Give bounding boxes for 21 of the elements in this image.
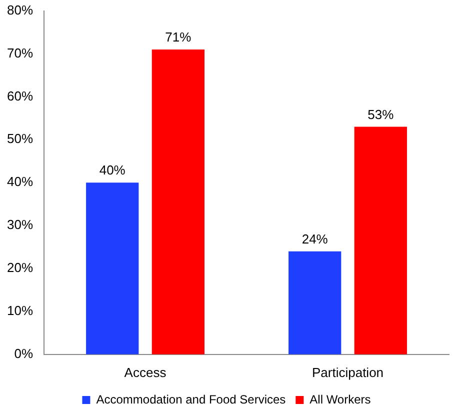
bar (288, 251, 342, 354)
legend-label: Accommodation and Food Services (96, 392, 286, 406)
y-tick-label: 60% (6, 88, 34, 104)
data-label: 53% (368, 106, 394, 122)
x-tick-label: Participation (312, 364, 384, 380)
bar (86, 182, 139, 354)
y-tick-label: 0% (14, 346, 34, 361)
data-label: 40% (99, 162, 126, 178)
bar (152, 49, 204, 354)
y-tick-label: 80% (6, 2, 34, 18)
y-tick-label: 30% (6, 217, 34, 232)
y-tick-label: 40% (6, 174, 34, 190)
data-label: 71% (165, 30, 192, 45)
y-tick-label: 50% (6, 131, 34, 146)
y-tick-label: 70% (6, 45, 34, 60)
y-tick-label: 10% (6, 303, 34, 318)
bar (354, 126, 407, 354)
x-tick-label: Access (124, 364, 167, 380)
legend-label: All Workers (310, 392, 371, 406)
y-tick-label: 20% (6, 260, 34, 276)
data-label: 24% (302, 231, 328, 246)
